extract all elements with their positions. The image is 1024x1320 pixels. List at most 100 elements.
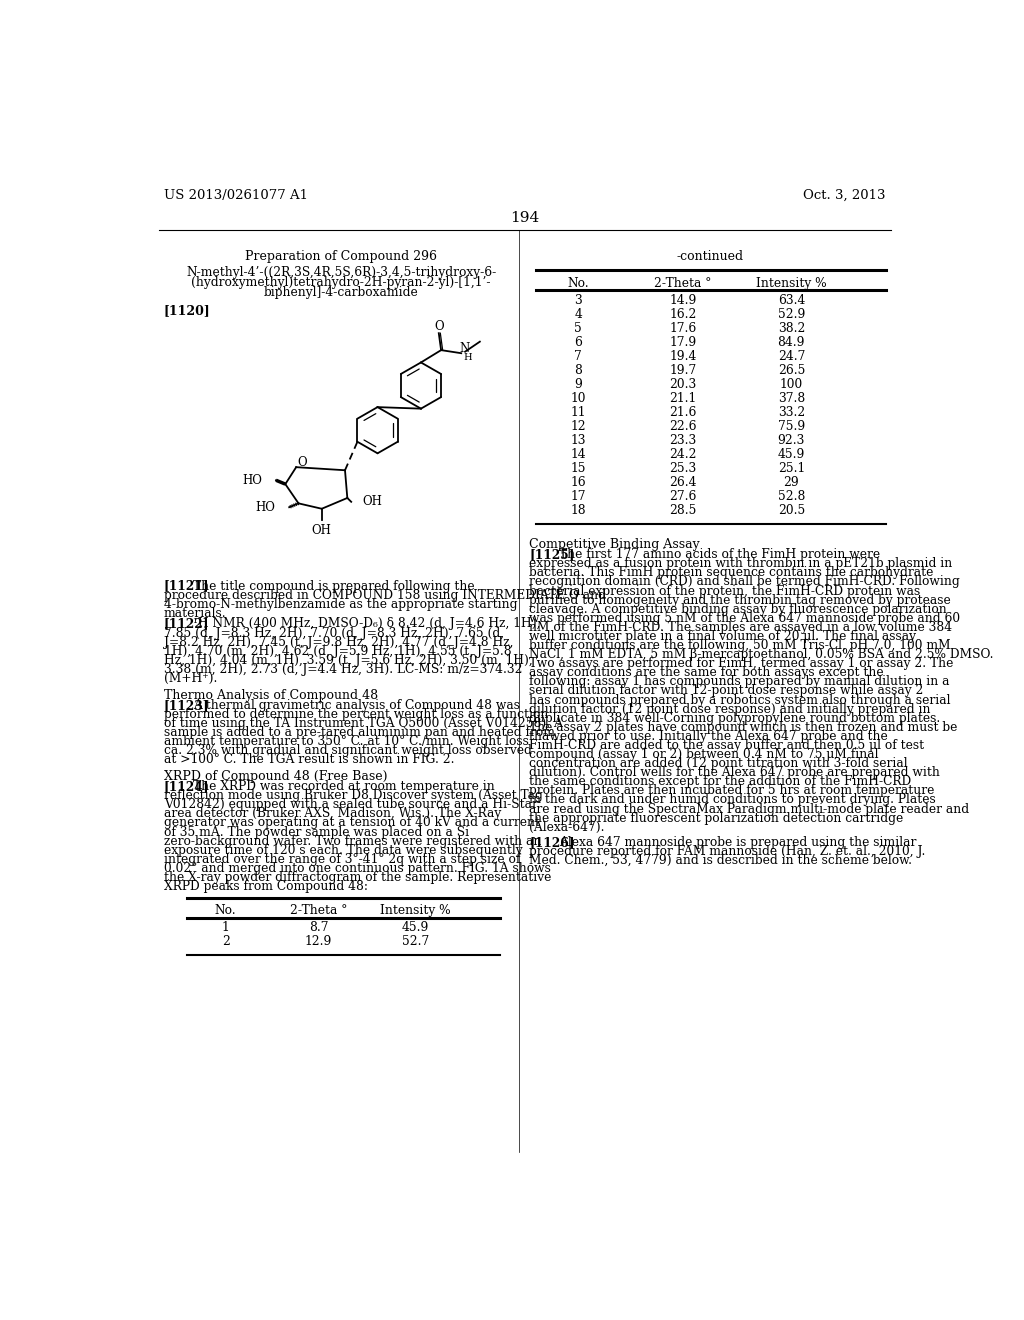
Text: 24.7: 24.7 [777,350,805,363]
Text: 2-Theta °: 2-Theta ° [654,277,712,289]
Text: the X-ray powder diffractogram of the sample. Representative: the X-ray powder diffractogram of the sa… [164,871,551,884]
Text: O: O [298,455,307,469]
Text: [1123]: [1123] [164,698,209,711]
Text: in the dark and under humid conditions to prevent drying. Plates: in the dark and under humid conditions t… [529,793,936,807]
Text: 37.8: 37.8 [778,392,805,405]
Text: procedure reported for FAM mannoside (Han, Z. et. al., 2010, J.: procedure reported for FAM mannoside (Ha… [529,845,926,858]
Text: Intensity %: Intensity % [380,904,451,917]
Text: cleavage. A competitive binding assay by fluorescence polarization: cleavage. A competitive binding assay by… [529,603,947,615]
Text: The XRPD was recorded at room temperature in: The XRPD was recorded at room temperatur… [194,780,495,793]
Text: compound (assay 1 or 2) between 0.4 nM to 75 μM final: compound (assay 1 or 2) between 0.4 nM t… [529,748,879,762]
Text: 21.1: 21.1 [669,392,696,405]
Text: HO: HO [243,474,262,487]
Text: NaCl, 1 mM EDTA, 5 mM β-mercaptoethanol, 0.05% BSA and 2.5% DMSO.: NaCl, 1 mM EDTA, 5 mM β-mercaptoethanol,… [529,648,994,661]
Text: XRPD of Compound 48 (Free Base): XRPD of Compound 48 (Free Base) [164,770,387,783]
Text: 13: 13 [570,434,586,446]
Text: 22.6: 22.6 [669,420,696,433]
Text: 7: 7 [574,350,583,363]
Text: XRPD peaks from Compound 48:: XRPD peaks from Compound 48: [164,880,368,894]
Text: at >100° C. The TGA result is shown in FIG. 2.: at >100° C. The TGA result is shown in F… [164,754,455,767]
Text: the appropriate fluorescent polarization detection cartridge: the appropriate fluorescent polarization… [529,812,904,825]
Text: performed to determine the percent weight loss as a function: performed to determine the percent weigh… [164,708,548,721]
Text: 84.9: 84.9 [777,335,805,348]
Text: 17.9: 17.9 [669,335,696,348]
Text: following: assay 1 has compounds prepared by manual dilution in a: following: assay 1 has compounds prepare… [529,676,950,688]
Text: HO: HO [255,500,275,513]
Text: 3: 3 [574,293,583,306]
Text: ca. 2.3% with gradual and significant weight loss observed: ca. 2.3% with gradual and significant we… [164,744,531,758]
Text: 19.4: 19.4 [669,350,696,363]
Text: 12.9: 12.9 [305,935,332,948]
Text: purified to homogeneity and the thrombin tag removed by protease: purified to homogeneity and the thrombin… [529,594,951,607]
Text: 92.3: 92.3 [777,434,805,446]
Text: 20.5: 20.5 [778,504,805,517]
Text: J=8.2 Hz, 2H), 7.45 (t, J=9.8 Hz, 2H), 4.77 (d, J=4.8 Hz,: J=8.2 Hz, 2H), 7.45 (t, J=9.8 Hz, 2H), 4… [164,636,513,648]
Text: The title compound is prepared following the: The title compound is prepared following… [194,579,475,593]
Text: [1121]: [1121] [164,579,209,593]
Text: 9: 9 [574,378,583,391]
Text: 75.9: 75.9 [778,420,805,433]
Text: (hydroxymethyl)tetrahydro-2H-pyran-2-yl)-[1,1’-: (hydroxymethyl)tetrahydro-2H-pyran-2-yl)… [191,276,490,289]
Text: 1H), 4.70 (m, 2H), 4.62 (d, J=5.9 Hz, 1H), 4.55 (t, J=5.8: 1H), 4.70 (m, 2H), 4.62 (d, J=5.9 Hz, 1H… [164,644,511,657]
Text: 25.1: 25.1 [778,462,805,475]
Text: the same conditions except for the addition of the FimH-CRD: the same conditions except for the addit… [529,775,911,788]
Text: Hz, 1H), 4.04 (m, 1H), 3.59 (t, J=5.6 Hz, 2H), 3.50 (m, 1H),: Hz, 1H), 4.04 (m, 1H), 3.59 (t, J=5.6 Hz… [164,653,532,667]
Text: 17: 17 [570,490,586,503]
Text: 2-Theta °: 2-Theta ° [290,904,347,917]
Text: OH: OH [312,524,332,537]
Text: Thermo Analysis of Compound 48: Thermo Analysis of Compound 48 [164,689,378,702]
Text: dilution). Control wells for the Alexa 647 probe are prepared with: dilution). Control wells for the Alexa 6… [529,766,940,779]
Text: duplicate in 384 well-Corning polypropylene round bottom plates.: duplicate in 384 well-Corning polypropyl… [529,711,941,725]
Text: concentration are added (12 point titration with 3-fold serial: concentration are added (12 point titrat… [529,758,908,770]
Text: V012842) equipped with a sealed tube source and a Hi-Star: V012842) equipped with a sealed tube sou… [164,799,538,812]
Text: 4: 4 [574,308,583,321]
Text: recognition domain (CRD) and shall be termed FimH-CRD. Following: recognition domain (CRD) and shall be te… [529,576,961,589]
Text: 8.7: 8.7 [308,921,328,935]
Text: of time using the TA Instrument TGA Q5000 (Asset V014258). A: of time using the TA Instrument TGA Q500… [164,717,562,730]
Text: 17.6: 17.6 [669,322,696,334]
Text: 3.38 (m, 2H), 2.73 (d, J=4.4 Hz, 3H). LC-MS: m/z=374.32: 3.38 (m, 2H), 2.73 (d, J=4.4 Hz, 3H). LC… [164,663,522,676]
Text: [1122]: [1122] [164,618,209,631]
Text: area detector (Bruker AXS, Madison, Wis.). The X-Ray: area detector (Bruker AXS, Madison, Wis.… [164,808,501,820]
Text: 45.9: 45.9 [777,447,805,461]
Text: H: H [463,352,472,362]
Text: bacterial expression of the protein, the FimH-CRD protein was: bacterial expression of the protein, the… [529,585,921,598]
Text: assay conditions are the same for both assays except the: assay conditions are the same for both a… [529,667,884,680]
Text: Intensity %: Intensity % [756,277,826,289]
Text: 15: 15 [570,462,586,475]
Text: 14.9: 14.9 [669,293,696,306]
Text: 28.5: 28.5 [669,504,696,517]
Text: 14: 14 [570,447,586,461]
Text: Two assays are performed for FimH, termed assay 1 or assay 2. The: Two assays are performed for FimH, terme… [529,657,953,671]
Text: biphenyl]-4-carboxamide: biphenyl]-4-carboxamide [264,286,419,298]
Text: materials.: materials. [164,607,226,620]
Text: bacteria. This FimH protein sequence contains the carbohydrate: bacteria. This FimH protein sequence con… [529,566,934,579]
Text: 2: 2 [222,935,229,948]
Text: 11: 11 [570,405,586,418]
Text: 8: 8 [574,363,583,376]
Text: [1120]: [1120] [164,305,210,317]
Text: O: O [434,319,443,333]
Text: 63.4: 63.4 [777,293,805,306]
Text: 45.9: 45.9 [401,921,429,935]
Text: 100: 100 [779,378,803,391]
Text: dilution factor (12 point dose response) and initially prepared in: dilution factor (12 point dose response)… [529,702,931,715]
Text: well microtiter plate in a final volume of 20 μl. The final assay: well microtiter plate in a final volume … [529,630,916,643]
Text: ambient temperature to 350° C. at 10° C./min. Weight loss: ambient temperature to 350° C. at 10° C.… [164,735,528,748]
Text: Alexa 647 mannoside probe is prepared using the similar: Alexa 647 mannoside probe is prepared us… [559,836,916,849]
Text: -continued: -continued [677,251,743,264]
Text: No.: No. [215,904,237,917]
Text: OH: OH [362,495,382,508]
Text: 38.2: 38.2 [777,322,805,334]
Text: 7.85 (d, J=8.3 Hz, 2H), 7.70 (d, J=8.3 Hz, 2H), 7.65 (d,: 7.85 (d, J=8.3 Hz, 2H), 7.70 (d, J=8.3 H… [164,627,504,640]
Text: procedure described in COMPOUND 158 using INTERMEDIATE O and: procedure described in COMPOUND 158 usin… [164,589,605,602]
Text: serial dilution factor with 12-point dose response while assay 2: serial dilution factor with 12-point dos… [529,685,924,697]
Text: was performed using 5 nM of the Alexa 647 mannoside probe and 60: was performed using 5 nM of the Alexa 64… [529,611,961,624]
Text: 52.7: 52.7 [401,935,429,948]
Text: 16.2: 16.2 [669,308,696,321]
Text: sample is added to a pre-tared aluminum pan and heated from: sample is added to a pre-tared aluminum … [164,726,555,739]
Text: The assay 2 plates have compound which is then frozen and must be: The assay 2 plates have compound which i… [529,721,957,734]
Text: (M+H⁺).: (M+H⁺). [164,672,217,685]
Text: 23.3: 23.3 [669,434,696,446]
Text: zero-background wafer. Two frames were registered with an: zero-background wafer. Two frames were r… [164,834,541,847]
